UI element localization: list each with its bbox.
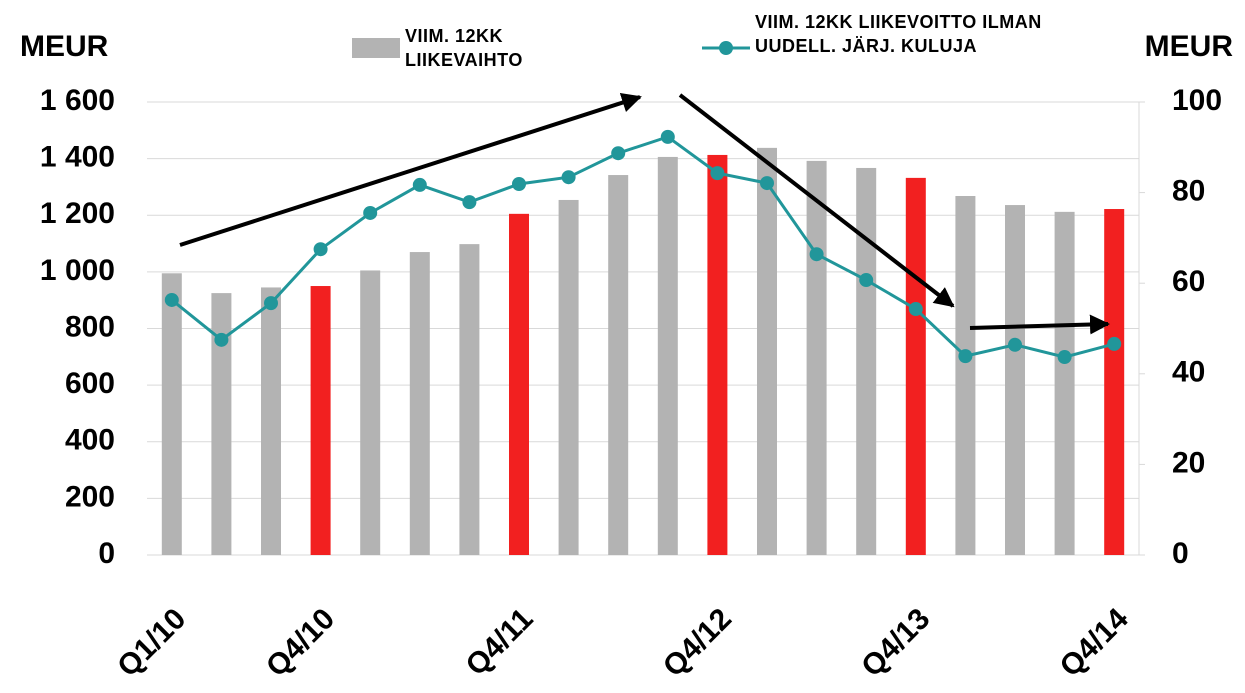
bar xyxy=(657,156,678,555)
trend-arrow xyxy=(969,314,1110,335)
y-tick-label: 600 xyxy=(65,367,115,400)
bar xyxy=(856,167,877,555)
line-point xyxy=(264,296,278,311)
line-point xyxy=(561,170,576,185)
bar xyxy=(1054,211,1075,556)
y-tick-label: 1 000 xyxy=(40,254,115,287)
line-point xyxy=(859,273,874,288)
bar xyxy=(1104,209,1125,556)
y-tick-label: 0 xyxy=(98,537,115,570)
line-point xyxy=(313,242,328,257)
x-tick-label: Q4/12 xyxy=(657,602,738,683)
bar xyxy=(409,252,430,555)
y-tick-label: 200 xyxy=(65,480,115,513)
y-axis-label: MEUR xyxy=(20,30,109,63)
y-tick-label: 800 xyxy=(65,310,115,343)
y-tick-label: 1 200 xyxy=(40,197,115,230)
line-point xyxy=(1008,337,1022,352)
bar xyxy=(211,293,232,555)
bar xyxy=(261,287,281,555)
line-series xyxy=(170,135,1115,359)
y2-axis-label: MEUR xyxy=(1145,30,1234,63)
x-tick-label: Q4/10 xyxy=(260,602,341,683)
bar xyxy=(161,273,182,555)
bar xyxy=(955,195,976,555)
bar xyxy=(360,270,381,555)
bar xyxy=(806,160,827,555)
x-tick-label: Q1/10 xyxy=(111,602,192,683)
legend-swatch-rect xyxy=(352,38,400,58)
bar xyxy=(459,244,480,555)
line-point xyxy=(412,177,427,192)
line-point xyxy=(908,302,923,317)
line-point xyxy=(1107,336,1122,351)
legend-marker xyxy=(719,41,733,55)
bar xyxy=(509,213,529,555)
legend-entry: VIIM. 12KK LIIKEVAIHTO xyxy=(405,26,523,70)
y-tick-label: 400 xyxy=(65,424,115,457)
line-point xyxy=(958,349,973,364)
line-point xyxy=(214,332,229,347)
y2-tick-label: 80 xyxy=(1172,175,1205,208)
line-point xyxy=(710,166,725,181)
x-tick-label: Q4/11 xyxy=(460,602,540,682)
x-tick-label: Q4/13 xyxy=(855,602,936,683)
y2-tick-label: 20 xyxy=(1172,446,1205,479)
line-point xyxy=(760,176,774,191)
legend-swatch xyxy=(352,38,400,58)
line-point xyxy=(164,292,179,307)
bar xyxy=(757,147,777,555)
legend-swatch xyxy=(702,41,750,55)
line-point xyxy=(512,176,526,191)
legend-entry: VIIM. 12KK LIIKEVOITTO ILMAN UUDELL. JÄR… xyxy=(755,12,1042,56)
line-point xyxy=(462,195,477,210)
line-point xyxy=(809,247,824,262)
bar xyxy=(310,286,331,555)
line-point xyxy=(611,146,626,161)
line-point xyxy=(363,205,378,220)
bar xyxy=(558,199,579,555)
line-point xyxy=(660,129,675,144)
bar xyxy=(707,154,728,555)
trend-arrow xyxy=(678,93,955,308)
y2-tick-label: 60 xyxy=(1172,265,1205,298)
bar xyxy=(608,175,629,555)
y2-tick-label: 100 xyxy=(1172,84,1222,117)
bar xyxy=(1005,205,1025,555)
y2-tick-label: 0 xyxy=(1172,537,1189,570)
x-tick-label: Q4/14 xyxy=(1054,602,1135,683)
y-tick-label: 1 600 xyxy=(40,84,115,117)
trend-arrow xyxy=(179,92,642,247)
y-tick-label: 1 400 xyxy=(40,141,115,174)
bar xyxy=(905,177,926,555)
y2-tick-label: 40 xyxy=(1172,356,1205,389)
line-point xyxy=(1057,350,1072,365)
